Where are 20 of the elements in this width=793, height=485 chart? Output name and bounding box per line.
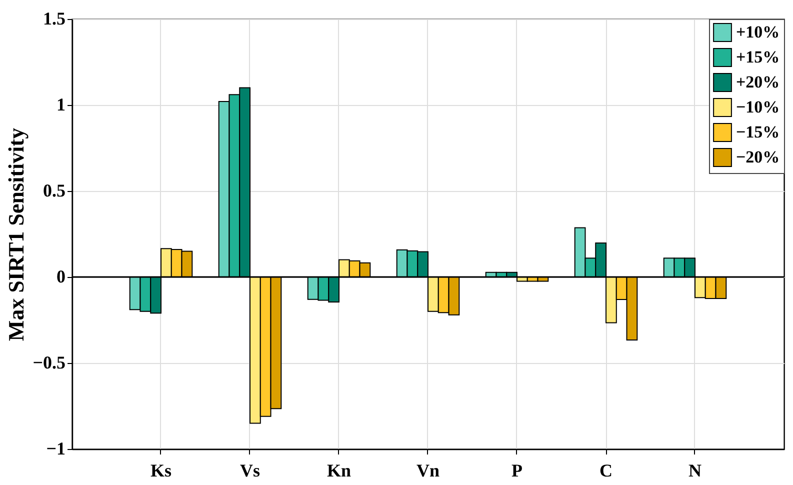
y-tick-label: 0	[56, 266, 66, 286]
x-tick-label: Vn	[416, 460, 440, 480]
legend-label: −20%	[736, 148, 780, 166]
y-tick-label: 0.5	[43, 180, 66, 200]
legend-label: −15%	[736, 122, 780, 142]
x-tick-label: N	[688, 460, 702, 480]
legend-label: +15%	[736, 48, 780, 66]
x-tick-label: C	[600, 460, 612, 480]
legend-label: +10%	[736, 22, 780, 42]
x-tick-label: Kn	[326, 460, 352, 480]
y-tick-label: 1.5	[43, 8, 66, 28]
legend-label: +20%	[736, 72, 780, 92]
x-tick-label: Vs	[240, 460, 260, 480]
y-tick-label: −0.5	[32, 352, 66, 372]
legend-label: −10%	[736, 98, 780, 116]
y-tick-label: −1	[46, 438, 66, 458]
x-tick-label: Ks	[150, 460, 172, 480]
x-tick-label: P	[512, 460, 522, 480]
y-tick-label: 1	[56, 94, 66, 114]
y-axis-title: Max SIRT1 Sensitivity	[4, 128, 29, 342]
